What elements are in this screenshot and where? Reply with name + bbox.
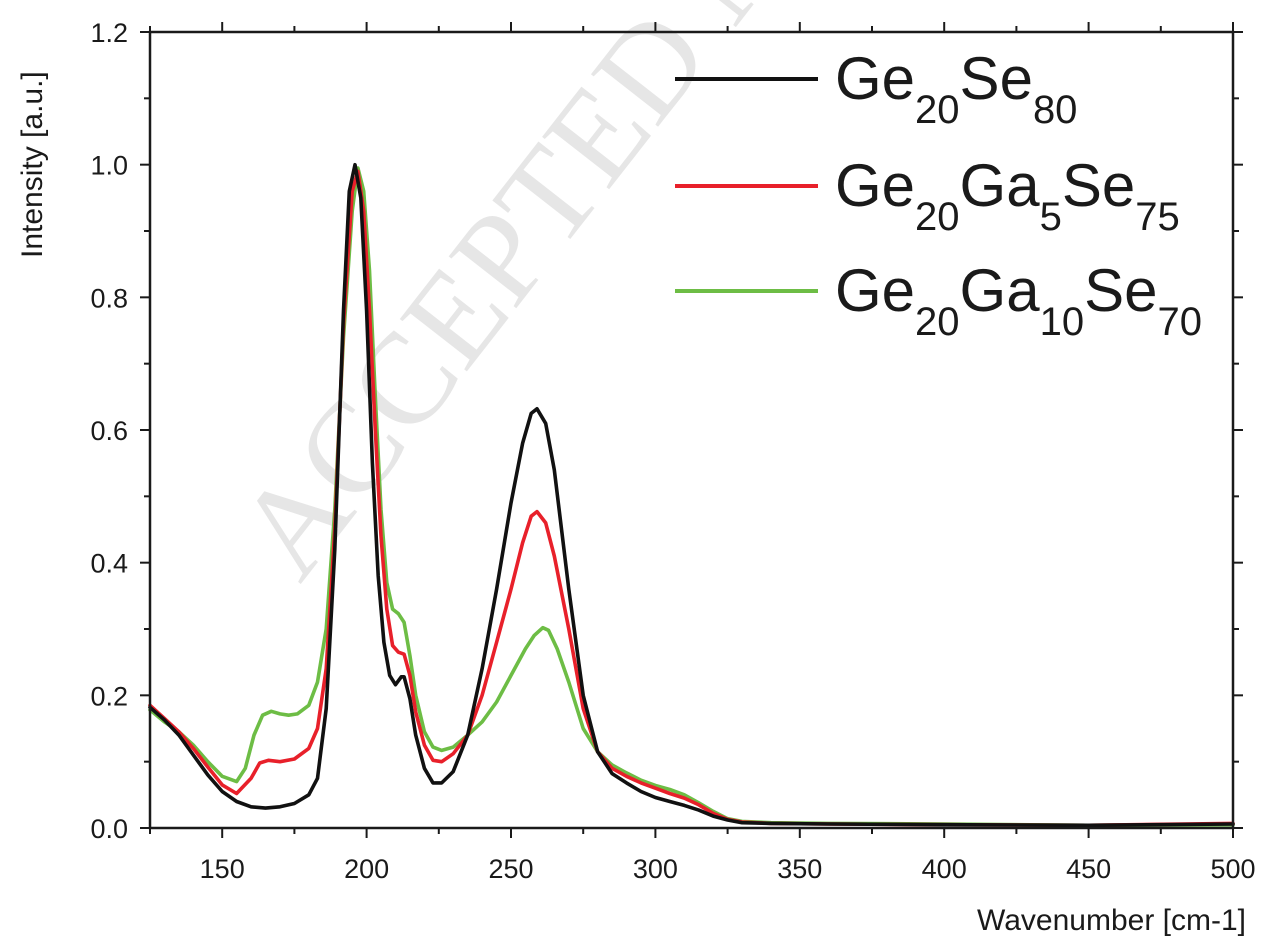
x-tick-label: 200 (344, 854, 389, 884)
x-tick-label: 350 (777, 854, 822, 884)
y-tick-label: 1.0 (90, 151, 128, 181)
x-axis-title: Wavenumber [cm-1] (977, 904, 1246, 937)
y-tick-label: 0.4 (90, 549, 128, 579)
x-axis: 150 200 250 300 350 400 450 500 (149, 22, 1256, 884)
series-line-2 (148, 166, 1235, 828)
y-tick-label: 0.8 (90, 283, 128, 313)
y-axis-title: Intensity [a.u.] (16, 71, 49, 258)
x-tick-label: 300 (633, 854, 678, 884)
x-tick-label: 150 (200, 854, 245, 884)
legend-entry-2: Ge20Ga10Se70 (835, 257, 1202, 344)
legend: Ge20Se80 Ge20Ga5Se75 Ge20Ga10Se70 (675, 45, 1202, 344)
x-tick-label: 500 (1210, 854, 1255, 884)
y-axis: 0.0 0.2 0.4 0.6 0.8 1.0 1.2 (90, 18, 1243, 844)
y-tick-label: 0.6 (90, 416, 128, 446)
legend-entry-1: Ge20Ga5Se75 (835, 152, 1180, 239)
x-tick-label: 450 (1066, 854, 1111, 884)
y-tick-label: 0.2 (90, 681, 128, 711)
legend-entry-0: Ge20Se80 (835, 45, 1077, 132)
y-tick-label: 1.2 (90, 18, 128, 48)
y-tick-label: 0.0 (90, 814, 128, 844)
x-tick-label: 250 (488, 854, 533, 884)
series-line-0 (148, 162, 1235, 828)
series-line-1 (148, 169, 1235, 828)
x-tick-label: 400 (922, 854, 967, 884)
spectrum-curves (148, 162, 1235, 828)
